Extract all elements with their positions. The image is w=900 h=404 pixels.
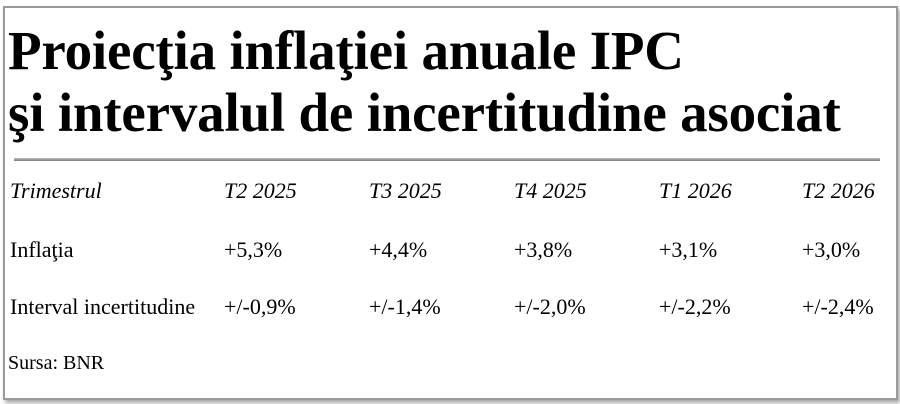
row-interval-label: Interval incertitudine bbox=[10, 294, 196, 319]
page-title: Proiecţia inflaţiei anuale IPC şi interv… bbox=[8, 20, 841, 144]
header-t2-2026: T2 2026 bbox=[802, 178, 875, 203]
title-line-1: Proiecţia inflaţiei anuale IPC bbox=[8, 20, 684, 81]
inflation-t2-2025: +5,3% bbox=[224, 237, 283, 262]
interval-t2-2025: +/-0,9% bbox=[224, 294, 296, 319]
header-quarter-label: Trimestrul bbox=[10, 178, 102, 203]
inflation-t3-2025: +4,4% bbox=[369, 237, 428, 262]
interval-t4-2025: +/-2,0% bbox=[514, 294, 586, 319]
header-t2-2025: T2 2025 bbox=[224, 178, 297, 203]
title-line-2: şi intervalul de incertitudine asociat bbox=[8, 82, 841, 143]
interval-t1-2026: +/-2,2% bbox=[659, 294, 731, 319]
header-t1-2026: T1 2026 bbox=[659, 178, 732, 203]
header-t4-2025: T4 2025 bbox=[514, 178, 587, 203]
inflation-t4-2025: +3,8% bbox=[514, 237, 573, 262]
inflation-t2-2026: +3,0% bbox=[802, 237, 861, 262]
title-divider bbox=[14, 158, 880, 161]
header-t3-2025: T3 2025 bbox=[369, 178, 442, 203]
source-note: Sursa: BNR bbox=[8, 352, 105, 374]
inflation-t1-2026: +3,1% bbox=[659, 237, 718, 262]
interval-t2-2026: +/-2,4% bbox=[802, 294, 874, 319]
interval-t3-2025: +/-1,4% bbox=[369, 294, 441, 319]
infographic-card bbox=[3, 6, 898, 400]
row-inflation-label: Inflaţia bbox=[10, 237, 74, 262]
